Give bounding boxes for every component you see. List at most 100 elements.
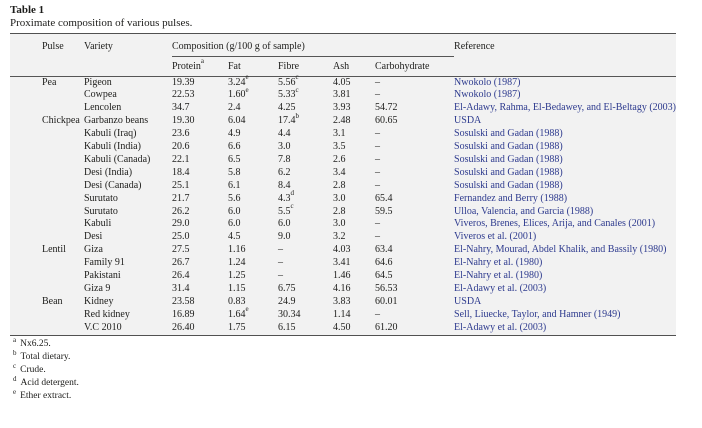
cell-pulse (10, 322, 84, 335)
reference-link[interactable]: Sell, Liuecke, Taylor, and Hamner (1949) (454, 308, 621, 320)
cell-ash: 1.46 (333, 270, 351, 282)
reference-link[interactable]: USDA (454, 115, 482, 127)
reference-link[interactable]: Viveros, Brenes, Elices, Arija, and Cana… (454, 218, 656, 230)
cell-carbohydrate: – (375, 231, 380, 243)
cell-carbohydrate: 60.65 (375, 115, 398, 127)
cell-ash: 4.16 (333, 283, 351, 294)
cell-protein: 25.0 (172, 231, 190, 243)
table-caption: Proximate composition of various pulses. (10, 17, 193, 29)
cell-pulse (10, 309, 84, 322)
col-group-header-composition: Composition (g/100 g of sample) (172, 34, 455, 57)
footnote-marker-c: c (13, 362, 17, 371)
table-row: Desi (Canada) 25.1 6.1 8.4 2.8 – Sosulski and … (10, 180, 676, 193)
cell-ash: 3.41 (333, 257, 351, 269)
cell-carbohydrate: – (375, 218, 380, 230)
composition-table: Pulse Variety Composition (g/100 g of sa… (10, 33, 677, 336)
cell-protein: 27.5 (172, 244, 190, 256)
footnote-marker-e: e (245, 86, 249, 95)
reference-link[interactable]: Sosulski and Gadan (1988) (454, 179, 563, 191)
cell-protein: 23.6 (172, 128, 190, 140)
footnote-a: a Nx6.25. (13, 335, 51, 349)
cell-fibre: 4.4 (278, 128, 291, 140)
cell-fibre: 4.25 (278, 102, 296, 114)
reference-link[interactable]: El-Adawy et al. (2003) (454, 321, 547, 333)
col-header-protein: Proteina (172, 56, 228, 77)
cell-carbohydrate: 64.5 (375, 270, 393, 282)
cell-fibre: 4.3d (278, 189, 294, 204)
reference-link[interactable]: Nwokolo (1987) (454, 76, 521, 88)
reference-link[interactable]: El-Nahry et al. (1980) (454, 270, 543, 282)
cell-ash: 2.48 (333, 115, 351, 127)
cell-fat: 3.24e (228, 73, 249, 88)
table-row: Family 91 26.7 1.24 – 3.41 64.6 El-Nahry et al… (10, 257, 676, 270)
header-row-components: Proteina Fat Fibre Ash Carbohydrate (10, 56, 676, 77)
cell-pulse (10, 218, 84, 231)
col-header-pulse: Pulse (10, 34, 84, 77)
cell-pulse (10, 141, 84, 154)
reference-link[interactable]: Sosulski and Gadan (1988) (454, 128, 563, 140)
cell-ash: 1.14 (333, 308, 351, 320)
cell-ash: 2.8 (333, 179, 346, 191)
cell-ash: 3.5 (333, 141, 346, 153)
cell-ash: 2.6 (333, 153, 346, 165)
cell-ash: 4.05 (333, 76, 351, 88)
reference-link[interactable]: USDA (454, 295, 482, 307)
footnote-marker-d: d (290, 189, 295, 198)
reference-link[interactable]: Sosulski and Gadan (1988) (454, 153, 563, 165)
cell-variety: Garbanzo beans (84, 115, 149, 127)
cell-fibre: 6.2 (278, 166, 291, 178)
cell-variety: Kabuli (India) (84, 141, 141, 153)
cell-fibre: 8.4 (278, 179, 291, 191)
cell-fibre: 3.0 (278, 141, 291, 153)
table-row: Red kidney 16.89 1.64e 30.34 1.14 – Sell, Liue… (10, 305, 676, 322)
footnote-e: e Ether extract. (13, 388, 72, 402)
cell-fat: 6.6 (228, 141, 241, 153)
reference-link[interactable]: Ulloa, Valencia, and Garcia (1988) (454, 205, 594, 217)
cell-protein: 22.53 (172, 89, 195, 101)
cell-protein: 21.7 (172, 192, 190, 204)
cell-fat: 6.1 (228, 179, 241, 191)
cell-pulse: Bean (42, 295, 63, 307)
reference-link[interactable]: Nwokolo (1987) (454, 89, 521, 101)
reference-link[interactable]: Fernandez and Berry (1988) (454, 192, 568, 204)
header-row-groups: Pulse Variety Composition (g/100 g of sa… (10, 34, 677, 77)
cell-carbohydrate: 60.01 (375, 295, 398, 307)
cell-carbohydrate: – (375, 128, 380, 140)
cell-fibre: 6.15 (278, 321, 296, 333)
cell-fat: 1.60e (228, 86, 249, 101)
cell-protein: 26.40 (172, 321, 195, 333)
cell-pulse (10, 128, 84, 141)
reference-link[interactable]: El-Adawy et al. (2003) (454, 283, 547, 294)
table-row: Kabuli (India) 20.6 6.6 3.0 3.5 – Sosulski and… (10, 141, 676, 154)
table-row: Desi 25.0 4.5 9.0 3.2 – Viveros et al. (2001) (10, 231, 676, 244)
cell-fibre: 30.34 (278, 308, 301, 320)
cell-pulse (10, 154, 84, 167)
reference-link[interactable]: El-Nahry et al. (1980) (454, 257, 543, 269)
cell-fat: 1.64e (228, 305, 249, 320)
table-row: Giza 9 31.4 1.15 6.75 4.16 56.53 El-Adawy et a… (10, 283, 676, 296)
table-row: Kabuli (Iraq) 23.6 4.9 4.4 3.1 – Sosulski and … (10, 128, 676, 141)
table-row: Pea Pigeon 19.39 3.24e 5.56c 4.05 – Nwokolo (19… (10, 73, 676, 89)
cell-ash: 3.81 (333, 89, 351, 101)
cell-variety: Kabuli (Iraq) (84, 128, 137, 140)
footnote-marker-a: a (200, 57, 204, 66)
cell-fibre: – (278, 244, 283, 256)
reference-link[interactable]: Viveros et al. (2001) (454, 231, 537, 243)
cell-variety: Kidney (84, 295, 114, 307)
reference-link[interactable]: Sosulski and Gadan (1988) (454, 141, 563, 153)
cell-variety: Pakistani (84, 270, 121, 282)
reference-link[interactable]: Sosulski and Gadan (1988) (454, 166, 563, 178)
table-row: Kabuli (Canada) 22.1 6.5 7.8 2.6 – Sosulski an… (10, 154, 676, 167)
cell-protein: 23.58 (172, 295, 195, 307)
cell-pulse (10, 257, 84, 270)
cell-variety: Desi (Canada) (84, 179, 142, 191)
cell-protein: 19.39 (172, 76, 195, 88)
cell-variety: Giza 9 (84, 283, 111, 294)
cell-fat: 1.25 (228, 270, 246, 282)
col-header-carbohydrate: Carbohydrate (375, 56, 455, 77)
footnote-marker-c: c (295, 86, 299, 95)
cell-ash: 3.4 (333, 166, 346, 178)
reference-link[interactable]: El-Adawy, Rahma, El-Bedawey, and El-Belt… (454, 102, 677, 114)
cell-carbohydrate: 54.72 (375, 102, 398, 114)
reference-link[interactable]: El-Nahry, Mourad, Abdel Khalik, and Bass… (454, 244, 667, 256)
